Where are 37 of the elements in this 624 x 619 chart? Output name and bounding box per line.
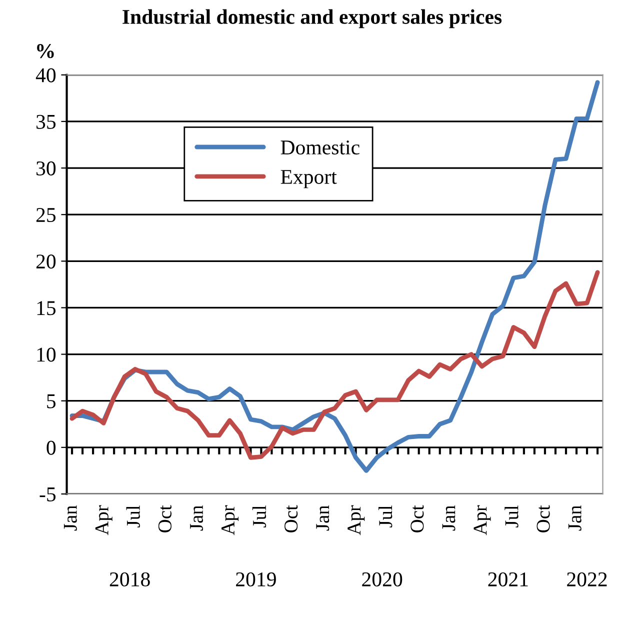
- x-tick-label: Oct: [410, 505, 424, 532]
- line-series: [70, 270, 600, 460]
- x-tick-label: Oct: [284, 505, 298, 532]
- x-tick-label: Apr: [348, 505, 365, 536]
- chart-title: Industrial domestic and export sales prices: [122, 9, 502, 28]
- y-tick-label: 15: [37, 301, 56, 316]
- text: 2022: [567, 572, 607, 586]
- y-tick-label: 5: [47, 394, 56, 408]
- y-tick-label: 10: [37, 348, 56, 362]
- legend-label: Domestic: [280, 140, 360, 155]
- x-tick-label: Jul: [504, 505, 518, 528]
- x-tick-label: Jul: [126, 505, 140, 528]
- text: 2021: [488, 572, 528, 586]
- y-tick-label: 40: [36, 68, 56, 82]
- x-tick-label: Jul: [378, 505, 392, 528]
- y-tick-label: 30: [36, 161, 56, 176]
- legend-label: Export: [280, 170, 337, 188]
- x-tick-label: Jul: [252, 505, 266, 528]
- x-tick-label: Jan: [316, 505, 330, 531]
- x-tick-label: Apr: [474, 505, 491, 536]
- x-tick-label: Jan: [568, 505, 582, 531]
- text: 2019: [236, 572, 276, 586]
- x-tick-label: Oct: [536, 505, 550, 532]
- y-tick-label: 35: [36, 114, 56, 129]
- x-tick-label: Oct: [158, 505, 172, 532]
- x-tick-label: Jan: [190, 505, 204, 531]
- y-tick-label: 25: [36, 208, 56, 222]
- x-tick-label: Apr: [222, 505, 238, 536]
- x-tick-label: Jan: [442, 505, 456, 531]
- text: 2020: [362, 572, 402, 586]
- x-tick-label: Jan: [64, 505, 77, 531]
- text: 2018: [110, 572, 150, 586]
- x-tick-label: Apr: [95, 505, 112, 536]
- y-tick-label: 0: [46, 440, 56, 455]
- y-tick-label: -5: [40, 488, 56, 502]
- y-tick-label: 20: [36, 254, 56, 269]
- y-axis-title: %: [37, 44, 54, 58]
